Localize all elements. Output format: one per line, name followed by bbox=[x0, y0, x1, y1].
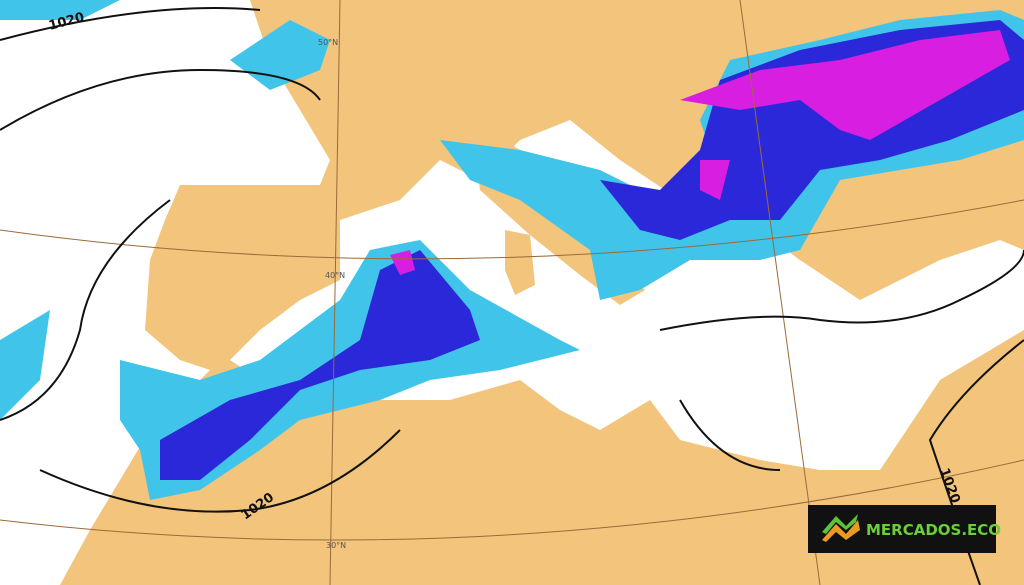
latitude-label: 50°N bbox=[318, 38, 338, 47]
precipitation bbox=[0, 0, 1024, 500]
isobars bbox=[0, 7, 1024, 585]
latitude-label: 40°N bbox=[325, 271, 345, 280]
sardinia bbox=[505, 230, 535, 295]
logo: MERCADOS.ECO bbox=[808, 505, 1001, 553]
latitude-label: 30°N bbox=[326, 541, 346, 550]
atlantic bbox=[0, 0, 330, 585]
logo-text: MERCADOS.ECO bbox=[866, 521, 1001, 539]
logo-icon bbox=[822, 520, 860, 542]
logo-icon bbox=[822, 514, 858, 534]
